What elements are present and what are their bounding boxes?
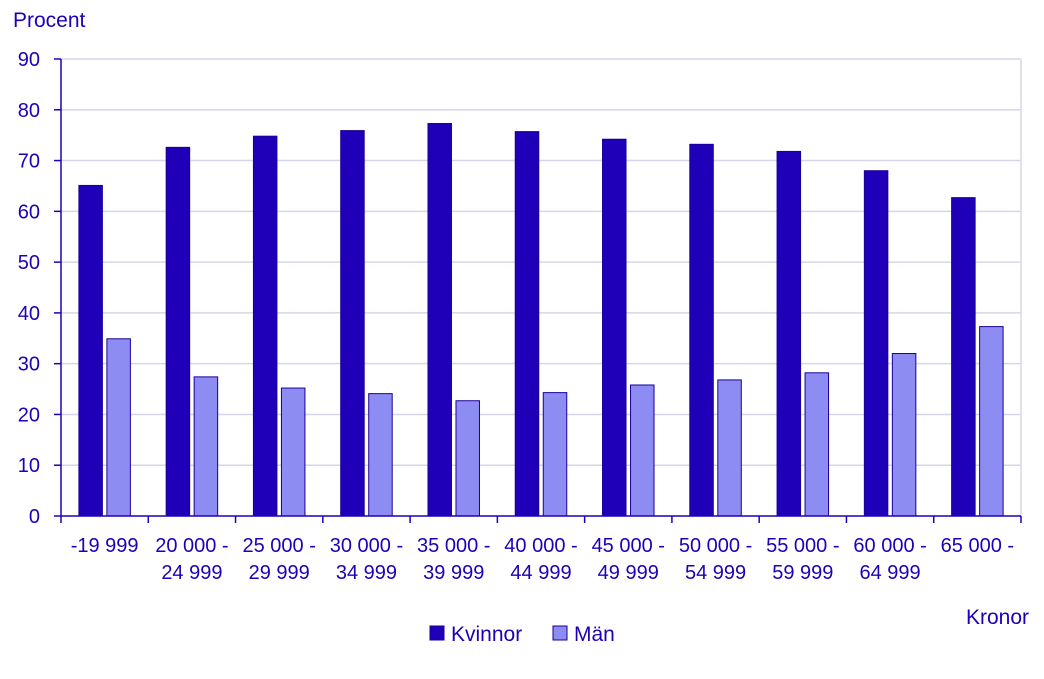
x-tick-label: 35 000 - bbox=[417, 535, 490, 557]
y-tick-label: 70 bbox=[18, 151, 40, 173]
y-tick-label: 10 bbox=[18, 455, 40, 477]
x-tick-label: 39 999 bbox=[423, 562, 484, 584]
x-tick-label: 54 999 bbox=[685, 562, 746, 584]
x-tick-label: 20 000 - bbox=[155, 535, 228, 557]
bar-kvinnor bbox=[863, 170, 889, 517]
axes bbox=[54, 58, 1022, 523]
bar-man bbox=[804, 372, 830, 517]
y-tick-label: 80 bbox=[18, 100, 40, 122]
bar-man bbox=[106, 338, 131, 517]
gridlines bbox=[61, 58, 1022, 516]
y-tick-label: 0 bbox=[29, 506, 40, 528]
y-tick-label: 20 bbox=[18, 404, 40, 426]
x-tick-label: 44 999 bbox=[510, 562, 571, 584]
bar-kvinnor bbox=[252, 135, 278, 517]
x-tick-label: 49 999 bbox=[598, 562, 659, 584]
x-tick-label: 55 000 - bbox=[766, 535, 839, 557]
x-tick-label: 24 999 bbox=[161, 562, 222, 584]
x-axis-title: Kronor bbox=[966, 606, 1029, 629]
y-tick-label: 30 bbox=[18, 354, 40, 376]
y-axis-title: Procent bbox=[13, 9, 86, 32]
bar-kvinnor bbox=[602, 138, 627, 517]
x-tick-label: 40 000 - bbox=[504, 535, 577, 557]
x-tick-label: 34 999 bbox=[336, 562, 397, 584]
bar-man bbox=[455, 400, 480, 517]
bar-kvinnor bbox=[165, 146, 191, 517]
bar-kvinnor bbox=[427, 122, 452, 517]
bar-man bbox=[368, 393, 393, 517]
legend: Kvinnor Män bbox=[429, 623, 615, 646]
bar-kvinnor bbox=[689, 143, 714, 517]
y-tick-label: 60 bbox=[18, 201, 40, 223]
bar-kvinnor bbox=[776, 150, 802, 517]
bar-kvinnor bbox=[514, 131, 540, 517]
legend-label: Män bbox=[574, 623, 615, 646]
bars bbox=[78, 122, 1004, 517]
x-tick-label: 50 000 - bbox=[679, 535, 752, 557]
bar-kvinnor bbox=[340, 130, 365, 517]
x-tick-label: 30 000 - bbox=[330, 535, 403, 557]
legend-swatch-man bbox=[552, 625, 568, 641]
x-tick-label: 64 999 bbox=[860, 562, 921, 584]
x-tick-label: 59 999 bbox=[772, 562, 833, 584]
bar-man bbox=[979, 326, 1004, 517]
x-tick-label: 25 000 - bbox=[242, 535, 315, 557]
bar-man bbox=[542, 392, 568, 517]
bar-man bbox=[717, 379, 742, 517]
bar-man bbox=[193, 376, 219, 517]
bar-kvinnor bbox=[951, 197, 976, 517]
x-tick-label: 60 000 - bbox=[853, 535, 926, 557]
y-tick-label: 90 bbox=[18, 49, 40, 71]
x-tick-label: -19 999 bbox=[71, 535, 139, 557]
x-tick-label: 65 000 - bbox=[941, 535, 1014, 557]
legend-swatch-kvinnor bbox=[429, 625, 445, 641]
bar-man bbox=[630, 384, 655, 517]
bar-man bbox=[891, 353, 917, 517]
tick-labels: 0 10 20 30 40 50 60 70 80 90 -19 999 20 000 - 24 999… bbox=[18, 49, 1014, 584]
y-tick-label: 40 bbox=[18, 303, 40, 325]
bar-kvinnor bbox=[78, 184, 103, 517]
legend-label: Kvinnor bbox=[451, 623, 522, 646]
x-tick-label: 45 000 - bbox=[592, 535, 665, 557]
bar-man bbox=[280, 387, 306, 517]
y-tick-label: 50 bbox=[18, 252, 40, 274]
x-tick-label: 29 999 bbox=[249, 562, 310, 584]
